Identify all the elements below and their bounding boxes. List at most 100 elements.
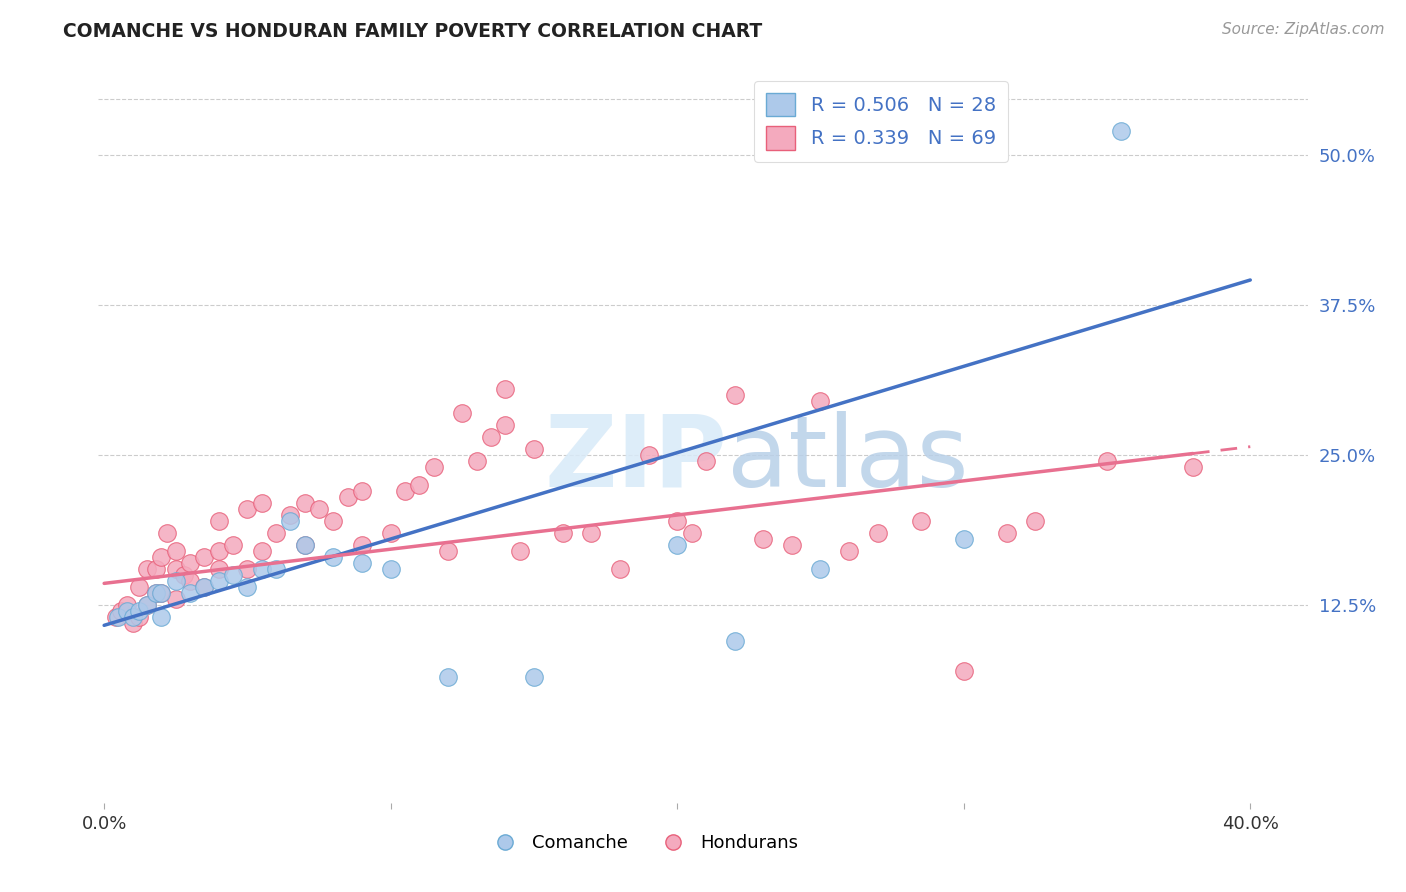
Point: [128, 580, 150, 594]
Point: [336, 490, 359, 504]
Point: [322, 549, 344, 564]
Point: [780, 538, 803, 552]
Point: [236, 562, 259, 576]
Point: [681, 526, 703, 541]
Point: [910, 514, 932, 528]
Point: [280, 508, 302, 522]
Point: [308, 502, 330, 516]
Point: [150, 586, 173, 600]
Point: [107, 610, 129, 624]
Point: [121, 615, 143, 630]
Point: [179, 574, 201, 588]
Point: [104, 610, 127, 624]
Point: [350, 483, 373, 498]
Point: [422, 460, 444, 475]
Point: [294, 496, 316, 510]
Point: [115, 598, 138, 612]
Point: [581, 526, 603, 541]
Point: [1111, 124, 1133, 138]
Point: [236, 580, 259, 594]
Point: [165, 574, 187, 588]
Legend: Comanche, Hondurans: Comanche, Hondurans: [479, 827, 806, 860]
Point: [165, 562, 187, 576]
Text: ZIP: ZIP: [544, 410, 727, 508]
Point: [810, 394, 832, 409]
Point: [115, 604, 138, 618]
Point: [810, 562, 832, 576]
Point: [193, 549, 215, 564]
Point: [208, 562, 231, 576]
Point: [150, 586, 173, 600]
Point: [150, 610, 173, 624]
Point: [752, 532, 775, 546]
Point: [128, 610, 150, 624]
Point: [173, 568, 195, 582]
Point: [723, 388, 745, 402]
Point: [179, 556, 201, 570]
Point: [165, 591, 187, 606]
Point: [264, 562, 287, 576]
Point: [723, 634, 745, 648]
Point: [1095, 454, 1118, 468]
Point: [465, 454, 488, 468]
Point: [350, 538, 373, 552]
Point: [952, 664, 974, 678]
Point: [121, 610, 143, 624]
Point: [208, 514, 231, 528]
Point: [479, 430, 502, 444]
Point: [250, 496, 273, 510]
Point: [408, 478, 430, 492]
Text: atlas: atlas: [727, 410, 969, 508]
Point: [250, 544, 273, 558]
Point: [322, 514, 344, 528]
Point: [437, 670, 460, 684]
Point: [145, 562, 167, 576]
Point: [637, 448, 659, 462]
Point: [222, 568, 245, 582]
Point: [128, 604, 150, 618]
Point: [509, 544, 531, 558]
Point: [350, 556, 373, 570]
Point: [193, 580, 215, 594]
Point: [494, 418, 516, 433]
Point: [609, 562, 631, 576]
Point: [250, 562, 273, 576]
Text: Source: ZipAtlas.com: Source: ZipAtlas.com: [1222, 22, 1385, 37]
Point: [394, 483, 416, 498]
Point: [380, 526, 402, 541]
Point: [551, 526, 574, 541]
Point: [494, 382, 516, 396]
Point: [380, 562, 402, 576]
Point: [838, 544, 860, 558]
Point: [236, 502, 259, 516]
Point: [995, 526, 1018, 541]
Point: [193, 580, 215, 594]
Point: [866, 526, 889, 541]
Point: [666, 538, 689, 552]
Point: [695, 454, 717, 468]
Point: [136, 598, 159, 612]
Point: [208, 574, 231, 588]
Text: COMANCHE VS HONDURAN FAMILY POVERTY CORRELATION CHART: COMANCHE VS HONDURAN FAMILY POVERTY CORR…: [63, 22, 762, 41]
Y-axis label: Family Poverty: Family Poverty: [0, 371, 8, 503]
Point: [145, 586, 167, 600]
Point: [451, 406, 474, 420]
Point: [156, 526, 179, 541]
Point: [145, 586, 167, 600]
Point: [294, 538, 316, 552]
Point: [136, 598, 159, 612]
Point: [523, 670, 546, 684]
Point: [1024, 514, 1046, 528]
Point: [264, 526, 287, 541]
Point: [136, 562, 159, 576]
Point: [165, 544, 187, 558]
Point: [222, 538, 245, 552]
Point: [280, 514, 302, 528]
Point: [437, 544, 460, 558]
Point: [179, 586, 201, 600]
Point: [952, 532, 974, 546]
Point: [1181, 460, 1204, 475]
Point: [294, 538, 316, 552]
Point: [523, 442, 546, 456]
Point: [150, 549, 173, 564]
